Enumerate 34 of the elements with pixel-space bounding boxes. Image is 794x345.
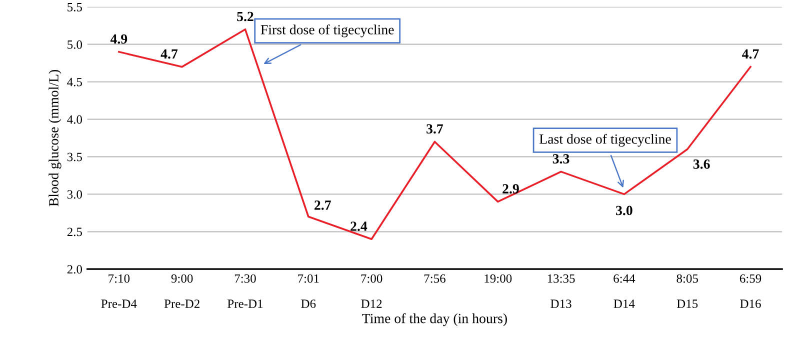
annotation: First dose of tigecycline	[260, 24, 394, 38]
category-label: 8:05 D15	[676, 274, 698, 308]
data-label: 2.4	[350, 222, 368, 231]
data-label: 4.7	[160, 49, 178, 59]
category-label: 7:10 Pre-D4	[101, 274, 137, 308]
y-tick-label: 2.0	[67, 265, 82, 274]
category-label: 7:30 Pre-D1	[228, 274, 263, 308]
x-axis-title: Time of the day (in hours)	[362, 313, 507, 326]
data-label: 3.0	[616, 206, 632, 216]
y-tick-label: 4.0	[67, 115, 82, 124]
data-label: 5.2	[237, 12, 254, 22]
data-label: 2.9	[502, 184, 519, 194]
category-label: 7:01 D6	[298, 274, 319, 308]
data-label: 4.9	[110, 34, 128, 44]
category-label: 6:44 D14	[614, 274, 636, 308]
category-label: 6:59 D16	[740, 274, 762, 308]
data-label: 4.7	[742, 49, 759, 59]
category-label: 7:00 D12	[361, 274, 382, 308]
data-label: 3.7	[426, 124, 444, 134]
y-tick-label: 2.5	[67, 228, 82, 236]
y-tick-label: 3.0	[67, 190, 82, 199]
data-label: 3.6	[693, 159, 710, 169]
data-label: 3.3	[552, 154, 570, 164]
y-tick-label: 5.5	[68, 3, 82, 12]
y-tick-label: 5.0	[68, 40, 82, 49]
y-tick-label: 4.5	[67, 78, 82, 86]
category-label: 13:35 D13	[548, 274, 575, 308]
y-tick-label: 3.5	[67, 152, 82, 162]
x-tick-label: 7:56	[424, 274, 446, 283]
annotation: Last dose of tigecycline	[540, 134, 671, 147]
category-label: 9:00 Pre-D2	[164, 274, 200, 308]
data-label: 2.7	[314, 200, 331, 210]
y-axis-title: Blood glucose (mmol/L)	[48, 70, 62, 206]
x-tick-label: 19:00	[484, 274, 512, 283]
